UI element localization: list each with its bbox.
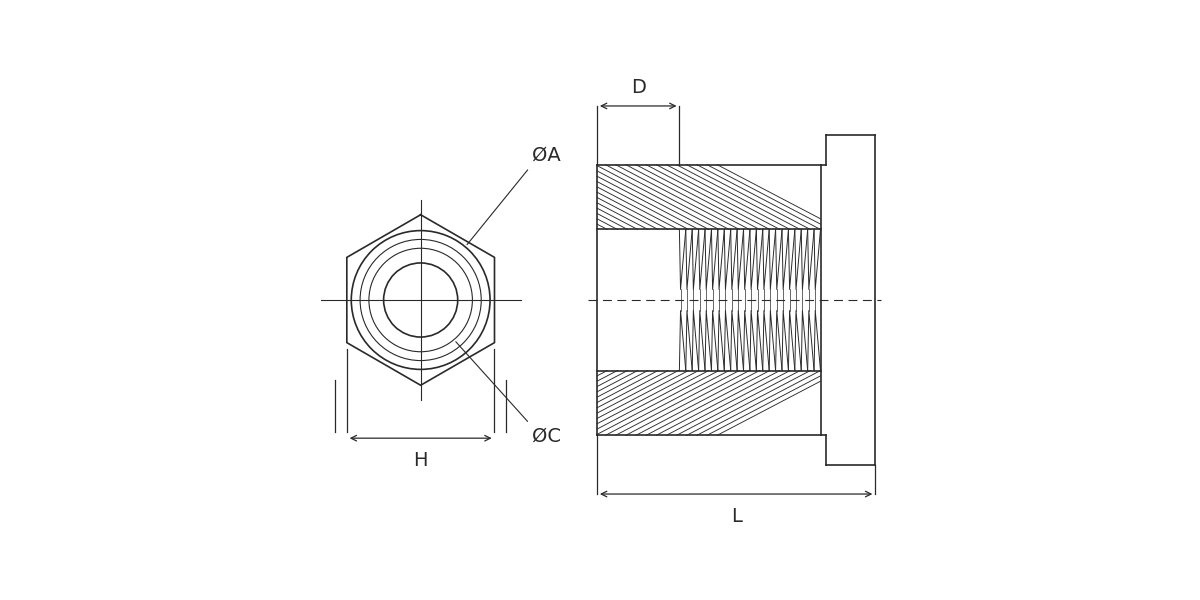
Text: D: D	[631, 78, 646, 97]
Text: ØC: ØC	[533, 427, 562, 445]
Text: ØA: ØA	[533, 146, 562, 165]
Text: L: L	[731, 507, 742, 526]
Text: H: H	[414, 451, 428, 470]
